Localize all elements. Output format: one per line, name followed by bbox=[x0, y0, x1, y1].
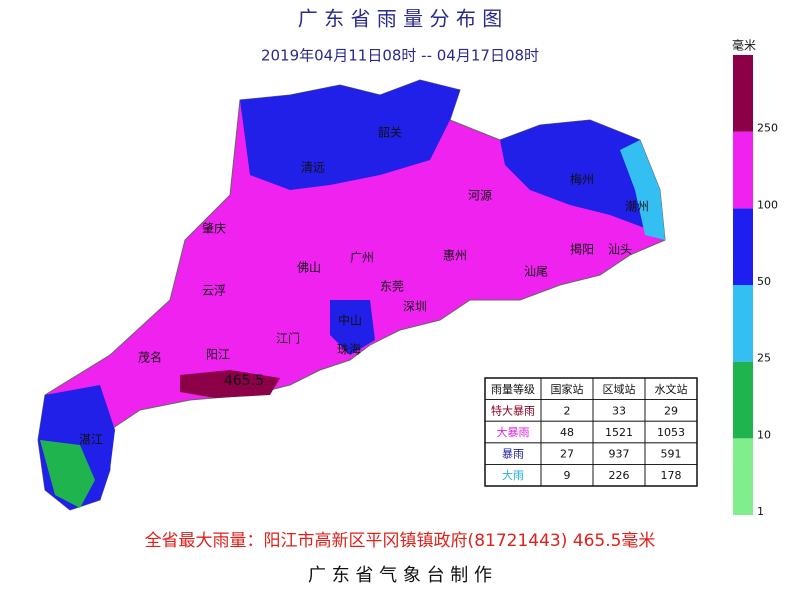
legend-tick-label: 1 bbox=[757, 505, 764, 518]
table-value: 226 bbox=[609, 469, 630, 482]
city-label: 湛江 bbox=[79, 433, 103, 447]
legend-tick-label: 50 bbox=[757, 275, 771, 288]
legend-band bbox=[733, 285, 753, 362]
north-rain-area bbox=[240, 80, 460, 190]
city-label: 惠州 bbox=[443, 249, 467, 263]
city-label: 汕尾 bbox=[524, 265, 548, 279]
table-value: 暴雨 bbox=[502, 448, 524, 461]
city-label: 梅州 bbox=[570, 172, 594, 187]
city-label: 珠海 bbox=[337, 342, 361, 357]
table-value: 大暴雨 bbox=[497, 425, 530, 439]
table-value: 29 bbox=[664, 404, 678, 417]
legend-tick-label: 25 bbox=[757, 352, 771, 365]
legend-unit: 毫米 bbox=[732, 38, 756, 53]
city-label: 揭阳 bbox=[570, 242, 594, 257]
city-label: 东莞 bbox=[380, 280, 404, 294]
table-value: 9 bbox=[564, 469, 571, 482]
city-label: 中山 bbox=[338, 313, 362, 328]
table-value: 27 bbox=[560, 448, 574, 461]
subtitle: 2019年04月11日08时 -- 04月17日08时 bbox=[261, 47, 539, 65]
legend-band bbox=[733, 438, 753, 515]
legend-band bbox=[733, 208, 753, 285]
province-map bbox=[37, 79, 666, 511]
city-label: 江门 bbox=[276, 331, 300, 346]
max-rain-area bbox=[180, 370, 280, 398]
city-label: 云浮 bbox=[202, 284, 226, 298]
table-value: 178 bbox=[661, 469, 682, 482]
city-label: 阳江 bbox=[206, 348, 230, 362]
table-value: 特大暴雨 bbox=[491, 403, 535, 417]
province-area bbox=[37, 79, 666, 511]
city-label: 汕头 bbox=[608, 243, 632, 257]
east-rain-area bbox=[500, 120, 660, 230]
table-value: 1053 bbox=[657, 426, 685, 439]
city-label: 河源 bbox=[468, 189, 492, 203]
table-value: 1521 bbox=[605, 426, 633, 439]
legend-tick-label: 10 bbox=[757, 428, 771, 441]
city-label: 广州 bbox=[350, 251, 374, 265]
legend-band bbox=[733, 55, 753, 132]
table-cell bbox=[644, 463, 698, 487]
title: 广 东 省 雨 量 分 布 图 bbox=[298, 7, 503, 31]
table-header: 水文站 bbox=[655, 382, 688, 396]
pearl-river-area bbox=[330, 300, 375, 355]
table-header: 区域站 bbox=[603, 382, 636, 396]
city-label: 茂名 bbox=[138, 350, 162, 365]
legend: 1 10 25 50 100 250 bbox=[733, 55, 778, 518]
city-label: 深圳 bbox=[403, 300, 427, 314]
table-value: 大雨 bbox=[502, 468, 524, 482]
legend-tick-label: 250 bbox=[757, 122, 778, 135]
max-rain-marker: 465.5 bbox=[224, 373, 264, 389]
city-label: 佛山 bbox=[297, 261, 321, 275]
credit: 广 东 省 气 象 台 制 作 bbox=[308, 565, 492, 586]
city-label: 韶关 bbox=[378, 125, 402, 140]
east-light-area bbox=[620, 140, 665, 240]
legend-tick-label: 100 bbox=[757, 198, 778, 211]
max-rain-note: 全省最大雨量：阳江市高新区平冈镇镇政府(81721443) 465.5毫米 bbox=[145, 531, 656, 551]
table-value: 48 bbox=[560, 426, 574, 439]
table-value: 937 bbox=[609, 448, 630, 461]
table-value: 2 bbox=[564, 404, 571, 417]
legend-band bbox=[733, 361, 753, 439]
city-label: 清远 bbox=[301, 161, 325, 175]
city-label: 肇庆 bbox=[202, 221, 226, 236]
table-header: 雨量等级 bbox=[491, 382, 535, 396]
legend-band bbox=[733, 131, 753, 209]
city-label: 潮州 bbox=[625, 199, 649, 214]
table-value: 591 bbox=[661, 448, 682, 461]
west-moderate-area bbox=[40, 440, 95, 508]
city-labels: 韶关 清远 梅州 河源 潮州 肇庆 揭阳 汕头 佛山 广州 惠州 云浮 汕尾 东… bbox=[79, 125, 649, 447]
table-header: 国家站 bbox=[551, 382, 584, 396]
table-value: 33 bbox=[612, 404, 626, 417]
